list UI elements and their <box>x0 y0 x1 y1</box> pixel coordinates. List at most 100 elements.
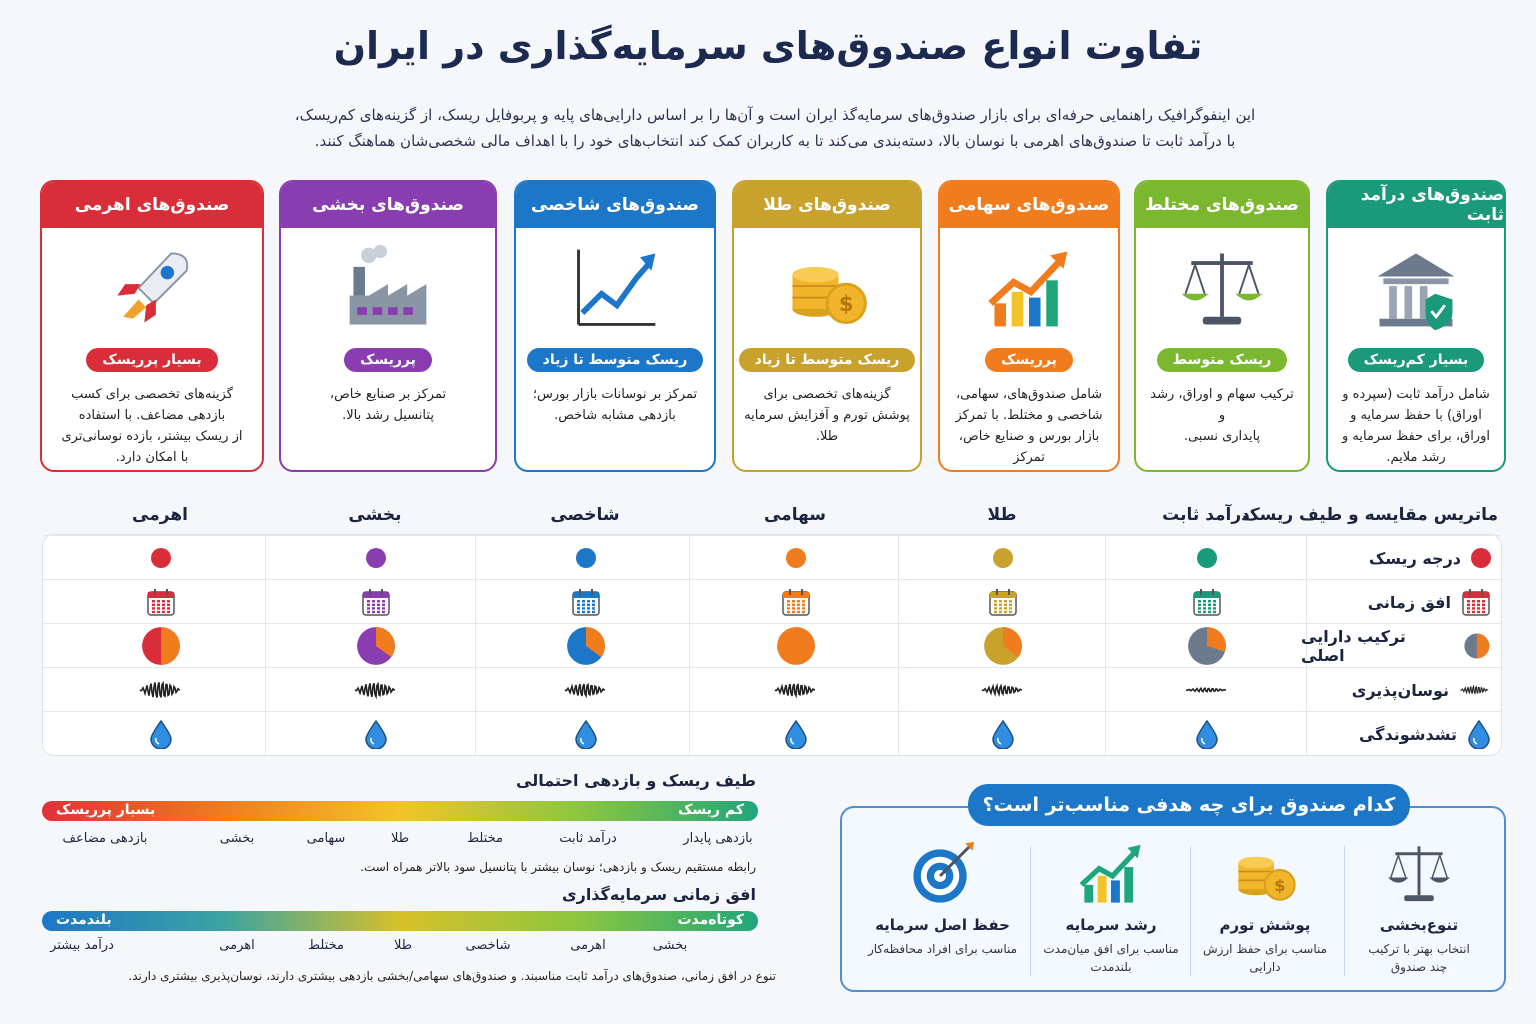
calendar-icon <box>1462 589 1490 616</box>
goal-description: مناسب برای افراد محافظه‌کار <box>860 940 1025 958</box>
matrix-row: درجه ریسک <box>43 535 1501 579</box>
fund-card-title: صندوق‌های سهامی <box>940 182 1118 228</box>
risk-note: رابطه مستقیم ریسک و بازدهی؛ نوسان بیشتر … <box>360 860 756 874</box>
matrix-row-label-text: افق زمانی <box>1367 592 1451 612</box>
risk-badge: ریسک متوسط <box>1156 348 1288 372</box>
matrix-cell <box>544 580 628 624</box>
wave-icon <box>981 682 1023 698</box>
risk-spectrum-tick: بخشی <box>219 831 255 846</box>
description-line: بازدهی بلندمدت. <box>950 468 1108 470</box>
droplet-icon <box>150 719 172 749</box>
matrix-row: تشدشوندگی <box>43 711 1501 755</box>
matrix-column-header: شاخصی <box>550 505 620 525</box>
horizon-spectrum-tick: اهرمی <box>570 938 606 953</box>
svg-text:$: $ <box>839 291 854 316</box>
matrix-cell <box>119 712 203 756</box>
horizon-spectrum-tick: شاخصی <box>465 938 511 953</box>
horizon-spectrum-tick: مختلط <box>308 938 344 953</box>
matrix-cell <box>754 712 838 756</box>
risk-spectrum-tick: بازدهی مضاعف <box>62 831 148 846</box>
description-line: شامل درآمد ثابت (سپرده و <box>1342 387 1490 402</box>
fund-card: صندوق‌های مختلط ریسک متوسط ترکیب سهام و … <box>1134 180 1310 472</box>
calendar-icon <box>989 589 1017 616</box>
matrix-cell <box>754 624 838 668</box>
matrix-cell <box>334 624 418 668</box>
scale-icon <box>1387 846 1451 902</box>
description-line: بازدهی مشابه شاخص. <box>554 408 676 423</box>
matrix-column-header: طلا <box>987 505 1017 525</box>
droplet-icon <box>1468 719 1490 749</box>
matrix-cell <box>544 624 628 668</box>
description-line: با امکان دارد. <box>115 450 189 465</box>
fund-card: صندوق‌های درآمد ثابت بسیار کم‌ریسک شامل … <box>1326 180 1506 472</box>
droplet-icon <box>992 719 1014 749</box>
risk-dot-icon <box>366 548 386 568</box>
description-line: اوراق، برای حفظ سرمایه و <box>1342 429 1490 444</box>
description-line: پوشش تورم و آفزایش سرمایه <box>744 408 910 423</box>
matrix-cell <box>1165 536 1249 580</box>
rocket-icon <box>117 252 189 323</box>
pie-chart-icon <box>777 627 815 665</box>
description-line: اوراق) با حفظ سرمایه و <box>1350 408 1482 423</box>
risk-dot-icon <box>786 548 806 568</box>
matrix-cell <box>961 580 1045 624</box>
description-line: پایداری نسبی. <box>1183 429 1261 444</box>
gold-coins-icon: $ <box>1238 856 1296 901</box>
fund-card: صندوق‌های سهامی پرریسک شامل صندوق‌های، س… <box>938 180 1120 472</box>
description-line: گزینه‌های تخصصی برای <box>763 387 891 402</box>
goal-name: رشد سرمایه <box>1065 916 1157 934</box>
intro-line-1: این اینفوگرافیک راهنمایی حرفه‌ای برای با… <box>294 106 1256 124</box>
calendar-icon <box>1193 589 1221 616</box>
pie-chart-icon <box>142 627 180 665</box>
fund-card-title: صندوق‌های شاخصی <box>516 182 714 228</box>
droplet-icon <box>575 719 597 749</box>
matrix-cell <box>1165 624 1249 668</box>
description-line: گزینه‌های تخصصی برای کسب <box>71 387 233 402</box>
goal-description: مناسب برای حفظ ارزش دارایی <box>1190 940 1340 976</box>
matrix-column-header: بخشی <box>348 505 402 525</box>
matrix-row: افق زمانی <box>43 579 1501 623</box>
risk-dot-icon <box>576 548 596 568</box>
description-line: طلا. <box>815 429 839 444</box>
goal-description-line: چند صندوق <box>1390 960 1448 974</box>
wave-icon <box>564 682 606 699</box>
risk-dot-icon <box>1471 548 1491 568</box>
goal-description-line: انتخاب بهتر با ترکیب <box>1368 942 1470 956</box>
matrix-cell <box>334 668 418 712</box>
matrix-cell <box>119 624 203 668</box>
pie-chart-icon <box>1464 633 1490 659</box>
matrix-row-label-text: نوسان‌پذیری <box>1351 680 1449 700</box>
horizon-short-label: کوتاه‌مدت <box>677 912 744 928</box>
risk-badge: پرریسک <box>344 348 432 372</box>
matrix-cell <box>119 580 203 624</box>
matrix-row-label-text: تشدشوندگی <box>1358 724 1457 744</box>
goal-item: تنوع‌بخشی انتخاب بهتر با ترکیب چند صندوق <box>1344 836 1494 976</box>
fund-card: صندوق‌های طلا $ ریسک متوسط تا زیاد گزینه… <box>732 180 922 472</box>
horizon-title: افق زمانی سرمایه‌گذاری <box>561 885 756 904</box>
gold-coins-icon: $ <box>792 266 867 324</box>
matrix-row-label-text: درجه ریسک <box>1368 548 1461 568</box>
description-line: شامل صندوق‌های، سهامی، <box>955 387 1103 402</box>
risk-badge: بسیار کم‌ریسک <box>1347 348 1485 372</box>
fund-card-description: تمرکز بر نوسانات بازار بورس؛ بازدهی مشابه… <box>516 384 714 426</box>
goal-description: مناسب برای افق میان‌مدت بلندمدت <box>1036 940 1186 976</box>
matrix-cell <box>961 536 1045 580</box>
horizon-spectrum-tick: درآمد بیشتر <box>50 938 114 953</box>
risk-spectrum-bar: بسیار پرریسک کم ریسک <box>42 801 758 821</box>
calendar-icon <box>147 589 175 616</box>
horizon-bar: بلندمدت کوتاه‌مدت <box>42 911 758 931</box>
goal-name: تنوع‌بخشی <box>1379 916 1459 934</box>
description-line: ترکیب سهام و اوراق، رشد و <box>1150 387 1294 423</box>
description-line: رشد ملایم. <box>1386 450 1446 465</box>
intro-text: این اینفوگرافیک راهنمایی حرفه‌ای برای با… <box>240 102 1310 154</box>
goal-description-line: مناسب برای حفظ ارزش <box>1202 942 1328 956</box>
matrix-cell <box>119 536 203 580</box>
matrix-cell <box>334 580 418 624</box>
pie-chart-icon <box>984 627 1022 665</box>
calendar-icon <box>572 589 600 616</box>
matrix-cell <box>544 536 628 580</box>
risk-badge: ریسک متوسط تا زیاد <box>738 348 916 372</box>
matrix-cell <box>754 536 838 580</box>
matrix-row: نوسان‌پذیری <box>43 667 1501 711</box>
growth-chart-icon <box>1079 844 1141 903</box>
